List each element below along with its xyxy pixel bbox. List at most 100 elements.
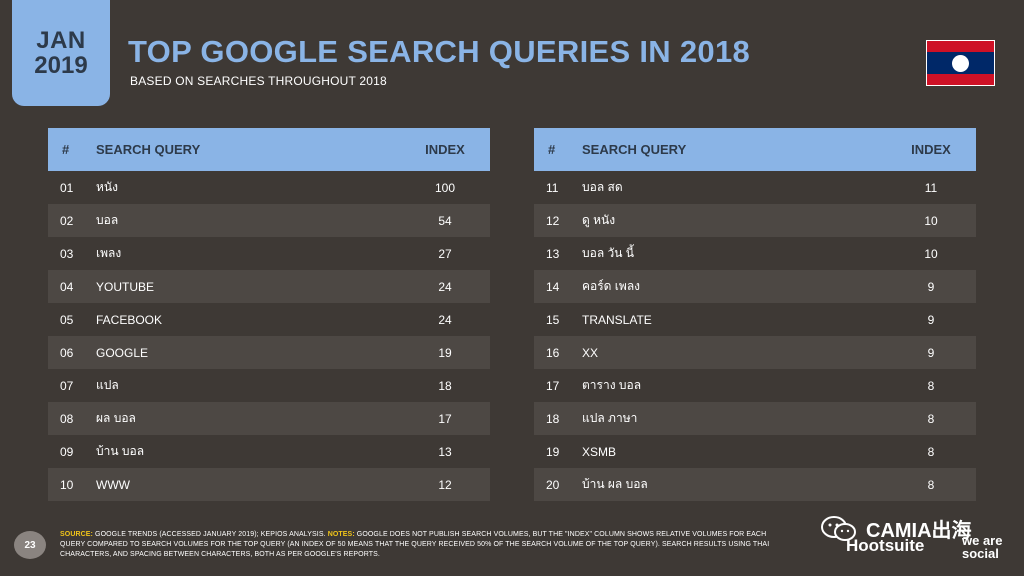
row-num: 02 — [60, 213, 74, 228]
row-query: ดู หนัง — [582, 213, 616, 227]
row-index: 8 — [927, 477, 935, 492]
row-index: 8 — [927, 411, 935, 426]
watermark-text: CAMIA出海 — [866, 520, 972, 542]
row-query: GOOGLE — [96, 345, 149, 360]
table-row: 08 ผล บอล 17 — [48, 402, 490, 435]
row-num: 03 — [60, 246, 74, 261]
row-num: 10 — [60, 477, 74, 492]
table-row: 14 คอร์ด เพลง 9 — [534, 270, 976, 303]
header-index: INDEX — [425, 142, 465, 157]
row-index: 24 — [438, 312, 452, 327]
row-num: 08 — [60, 411, 74, 426]
row-index: 27 — [438, 246, 452, 261]
date-year: 2019 — [34, 52, 88, 79]
row-index: 11 — [924, 180, 938, 195]
source-text: GOOGLE TRENDS (ACCESSED JANUARY 2019); K… — [92, 531, 328, 538]
row-num: 05 — [60, 312, 74, 327]
header-index: INDEX — [911, 142, 951, 157]
page-number: 23 — [14, 531, 46, 559]
row-index: 8 — [927, 444, 935, 459]
table-row: 15 TRANSLATE 9 — [534, 303, 976, 336]
row-query: บอล — [96, 213, 119, 227]
table-row: 16 XX 9 — [534, 336, 976, 369]
table-row: 05 FACEBOOK 24 — [48, 303, 490, 336]
table-header: # SEARCH QUERY INDEX — [534, 128, 976, 171]
table-row: 19 XSMB 8 — [534, 435, 976, 468]
row-query: แปล ภาษา — [582, 411, 638, 425]
row-index: 13 — [438, 444, 452, 459]
row-num: 07 — [60, 378, 74, 393]
table-row: 12 ดู หนัง 10 — [534, 204, 976, 237]
row-num: 14 — [546, 279, 560, 294]
row-index: 10 — [924, 246, 938, 261]
table-row: 17 ตาราง บอล 8 — [534, 369, 976, 402]
wechat-icon — [820, 515, 858, 543]
row-query: แปล — [96, 378, 119, 392]
row-query: FACEBOOK — [96, 312, 163, 327]
row-index: 10 — [924, 213, 938, 228]
row-query: ผล บอล — [96, 411, 136, 425]
row-num: 16 — [546, 345, 560, 360]
table-row: 07 แปล 18 — [48, 369, 490, 402]
table-row: 06 GOOGLE 19 — [48, 336, 490, 369]
row-num: 11 — [546, 180, 559, 195]
queries-table-left: # SEARCH QUERY INDEX 01 หนัง 100 02 บอล 54 03 เ… — [48, 128, 490, 501]
row-query: บอล สด — [582, 180, 623, 194]
row-num: 06 — [60, 345, 74, 360]
hootsuite-logo: Hootsuite — [846, 536, 925, 555]
row-index: 9 — [927, 312, 935, 327]
row-index: 8 — [927, 378, 935, 393]
notes-text: GOOGLE DOES NOT PUBLISH SEARCH VOLUMES, … — [60, 531, 770, 558]
row-num: 04 — [60, 279, 74, 294]
row-num: 19 — [546, 444, 560, 459]
row-num: 09 — [60, 444, 74, 459]
row-num: 12 — [546, 213, 560, 228]
footnote: SOURCE: GOOGLE TRENDS (ACCESSED JANUARY … — [60, 530, 785, 560]
row-num: 17 — [546, 378, 560, 393]
row-num: 15 — [546, 312, 560, 327]
table-row: 04 YOUTUBE 24 — [48, 270, 490, 303]
header-query: SEARCH QUERY — [96, 142, 201, 157]
row-index: 17 — [438, 411, 452, 426]
date-badge: JAN 2019 — [12, 0, 110, 106]
page-subtitle: BASED ON SEARCHES THROUGHOUT 2018 — [130, 74, 387, 88]
row-query: XX — [582, 345, 599, 360]
row-index: 19 — [438, 345, 452, 360]
row-index: 9 — [927, 345, 935, 360]
row-index: 9 — [927, 279, 935, 294]
table-row: 09 บ้าน บอล 13 — [48, 435, 490, 468]
queries-table-right: # SEARCH QUERY INDEX 11 บอล สด 11 12 ดู หนัง… — [534, 128, 976, 501]
row-query: YOUTUBE — [96, 279, 155, 294]
source-label: SOURCE: — [60, 531, 93, 538]
header-num: # — [548, 142, 556, 157]
row-index: 12 — [438, 477, 452, 492]
table-row: 01 หนัง 100 — [48, 171, 490, 204]
row-query: บ้าน บอล — [96, 444, 145, 458]
header-num: # — [62, 142, 70, 157]
row-query: WWW — [96, 477, 130, 492]
row-num: 01 — [60, 180, 74, 195]
row-index: 54 — [438, 213, 452, 228]
row-index: 24 — [438, 279, 452, 294]
table-row: 11 บอล สด 11 — [534, 171, 976, 204]
table-row: 02 บอล 54 — [48, 204, 490, 237]
table-row: 03 เพลง 27 — [48, 237, 490, 270]
table-row: 20 บ้าน ผล บอล 8 — [534, 468, 976, 501]
date-month: JAN — [36, 26, 86, 54]
row-query: TRANSLATE — [582, 312, 652, 327]
table-header: # SEARCH QUERY INDEX — [48, 128, 490, 171]
row-query: บอล วัน นี้ — [582, 246, 634, 260]
row-query: เพลง — [96, 246, 122, 260]
header-query: SEARCH QUERY — [582, 142, 687, 157]
row-index: 100 — [434, 180, 456, 195]
laos-flag-icon — [926, 40, 995, 86]
table-row: 13 บอล วัน นี้ 10 — [534, 237, 976, 270]
row-query: ตาราง บอล — [582, 378, 642, 392]
table-row: 10 WWW 12 — [48, 468, 490, 501]
page-title: TOP GOOGLE SEARCH QUERIES IN 2018 — [128, 34, 751, 69]
row-index: 18 — [438, 378, 452, 393]
row-query: XSMB — [582, 444, 617, 459]
row-num: 13 — [546, 246, 560, 261]
row-query: คอร์ด เพลง — [582, 279, 641, 293]
notes-label: NOTES: — [327, 531, 355, 538]
